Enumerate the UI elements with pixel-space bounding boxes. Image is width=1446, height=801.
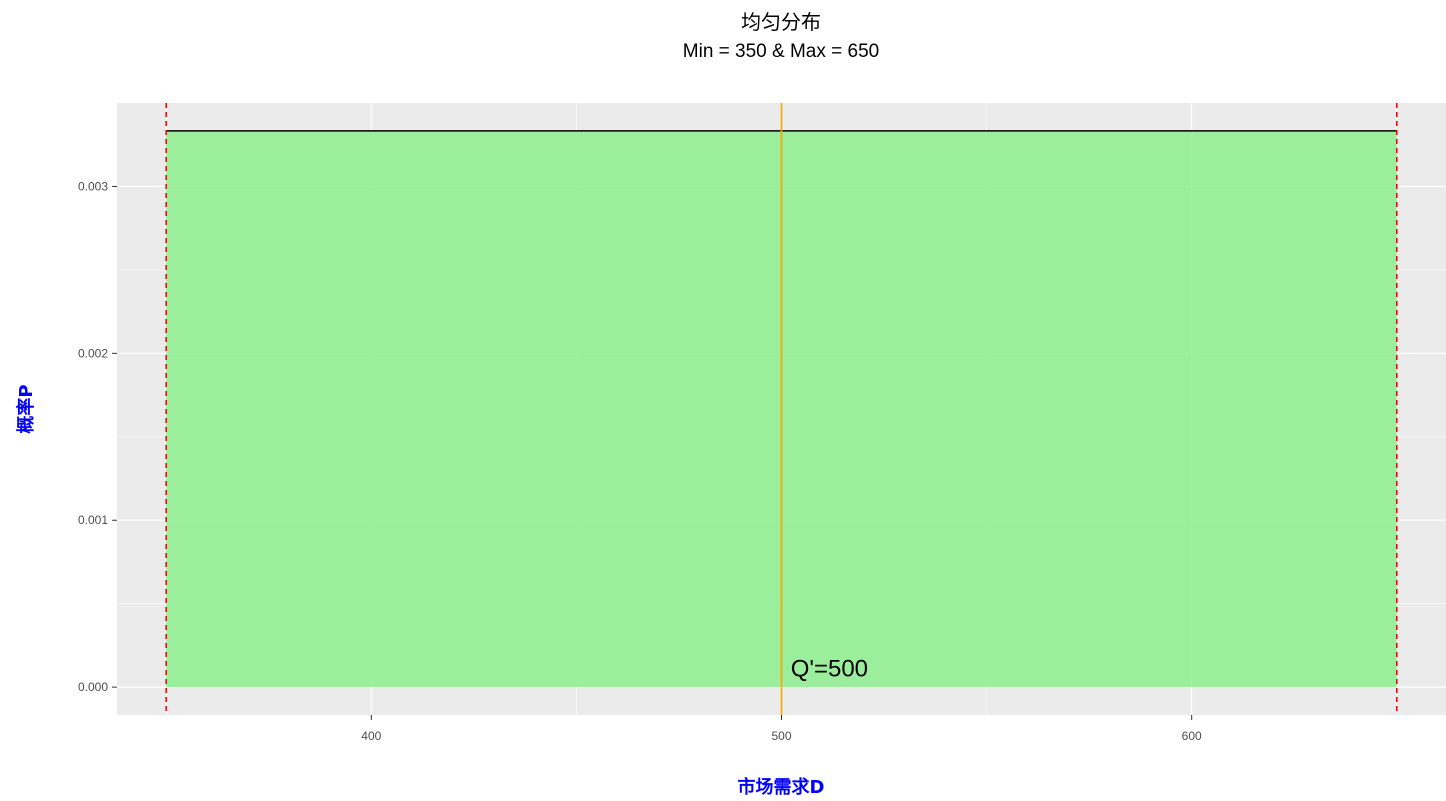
x-axis-title: 市场需求D [738, 776, 825, 798]
chart-subtitle: Min = 350 & Max = 650 [683, 41, 879, 62]
x-tick-label: 500 [771, 729, 791, 743]
y-tick-label: 0.001 [78, 513, 108, 527]
ticks-layer: 400 500 600 0.000 0.001 0.002 0.003 [78, 179, 1202, 743]
data-layer [165, 103, 1398, 715]
x-tick-label: 400 [361, 729, 381, 743]
y-tick-label: 0.003 [78, 179, 108, 193]
chart-title: 均匀分布 [741, 10, 821, 34]
y-tick-label: 0.002 [78, 346, 108, 360]
y-axis-title: 概率P [15, 384, 37, 433]
y-tick-label: 0.000 [78, 680, 108, 694]
x-tick-label: 600 [1182, 729, 1202, 743]
q-annotation: Q'=500 [791, 655, 868, 682]
